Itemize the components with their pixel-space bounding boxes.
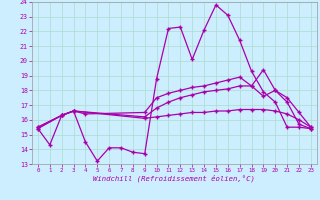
X-axis label: Windchill (Refroidissement éolien,°C): Windchill (Refroidissement éolien,°C) — [93, 175, 255, 182]
